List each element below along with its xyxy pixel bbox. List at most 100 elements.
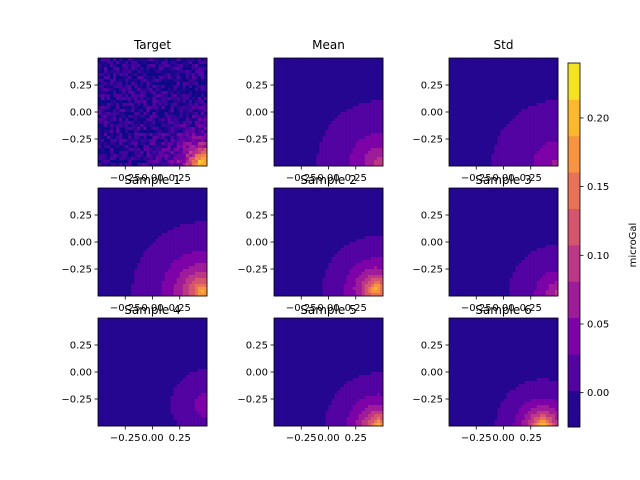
- heatmap-cell: [116, 254, 120, 258]
- heatmap-cell: [325, 154, 329, 158]
- heatmap-cell: [134, 124, 138, 128]
- heatmap-cell: [289, 91, 293, 95]
- heatmap-cell: [119, 133, 123, 137]
- heatmap-cell: [128, 245, 132, 249]
- heatmap-cell: [467, 103, 471, 107]
- heatmap-cell: [464, 82, 468, 86]
- heatmap-cell: [110, 94, 114, 98]
- heatmap-cell: [179, 260, 184, 264]
- heatmap-cell: [307, 142, 311, 146]
- heatmap-cell: [313, 85, 317, 89]
- heatmap-cell: [313, 112, 317, 116]
- heatmap-cell: [527, 136, 532, 140]
- heatmap-cell: [137, 121, 141, 125]
- heatmap-cell: [524, 148, 529, 152]
- heatmap-cell: [191, 124, 196, 128]
- heatmap-cell: [152, 139, 156, 143]
- heatmap-cell: [548, 67, 553, 71]
- heatmap-cell: [352, 139, 357, 143]
- heatmap-cell: [173, 212, 178, 216]
- heatmap-cell: [140, 91, 144, 95]
- heatmap-cell: [497, 91, 501, 95]
- heatmap-cell: [467, 142, 471, 146]
- heatmap-cell: [346, 88, 351, 92]
- heatmap-cell: [322, 127, 326, 131]
- heatmap-cell: [551, 67, 556, 71]
- heatmap-cell: [182, 200, 187, 204]
- heatmap-cell: [301, 94, 305, 98]
- heatmap-cell: [164, 85, 169, 89]
- heatmap-cell: [545, 124, 550, 128]
- heatmap-cell: [137, 203, 141, 207]
- heatmap-cell: [155, 212, 159, 216]
- heatmap-cell: [488, 127, 492, 131]
- heatmap-cell: [185, 191, 190, 195]
- heatmap-cell: [542, 127, 547, 131]
- heatmap-cell: [155, 151, 159, 155]
- heatmap-cell: [176, 154, 181, 158]
- heatmap-cell: [167, 257, 172, 261]
- heatmap-cell: [358, 124, 363, 128]
- heatmap-cell: [292, 160, 296, 164]
- heatmap-cell: [98, 112, 102, 116]
- heatmap-cell: [283, 94, 287, 98]
- heatmap-cell: [545, 142, 550, 146]
- heatmap-cell: [122, 58, 126, 62]
- heatmap-cell: [509, 133, 513, 137]
- heatmap-cell: [143, 233, 147, 237]
- heatmap-cell: [164, 290, 169, 294]
- heatmap-cell: [116, 82, 120, 86]
- heatmap-cell: [182, 221, 187, 225]
- heatmap-cell: [149, 245, 153, 249]
- heatmap-cell: [367, 163, 372, 167]
- heatmap-cell: [176, 79, 181, 83]
- heatmap-cell: [325, 97, 329, 101]
- heatmap-cell: [179, 203, 184, 207]
- heatmap-cell: [328, 94, 332, 98]
- heatmap-cell: [473, 103, 477, 107]
- heatmap-cell: [364, 82, 369, 86]
- heatmap-cell: [137, 64, 141, 68]
- heatmap-cell: [292, 145, 296, 149]
- heatmap-cell: [343, 91, 348, 95]
- heatmap-cell: [158, 257, 162, 261]
- heatmap-cell: [530, 82, 535, 86]
- heatmap-cell: [179, 133, 184, 137]
- heatmap-cell: [551, 97, 556, 101]
- heatmap-cell: [161, 260, 166, 264]
- heatmap-cell: [467, 157, 471, 161]
- heatmap-cell: [143, 106, 147, 110]
- heatmap-cell: [176, 290, 181, 294]
- heatmap-cell: [352, 103, 357, 107]
- heatmap-cell: [274, 106, 278, 110]
- heatmap-cell: [370, 109, 375, 113]
- heatmap-cell: [533, 148, 538, 152]
- heatmap-cell: [346, 79, 351, 83]
- heatmap-cell: [337, 67, 342, 71]
- heatmap-cell: [352, 163, 357, 167]
- heatmap-cell: [548, 163, 553, 167]
- heatmap-cell: [286, 115, 290, 119]
- heatmap-cell: [485, 151, 489, 155]
- heatmap-cell: [134, 58, 138, 62]
- heatmap-cell: [497, 106, 501, 110]
- heatmap-cell: [107, 100, 111, 104]
- heatmap-cell: [467, 112, 471, 116]
- heatmap-cell: [176, 121, 181, 125]
- heatmap-cell: [461, 163, 465, 167]
- heatmap-cell: [143, 88, 147, 92]
- heatmap-cell: [373, 112, 378, 116]
- heatmap-cell: [191, 112, 196, 116]
- heatmap-cell: [98, 218, 102, 222]
- heatmap-cell: [182, 82, 187, 86]
- heatmap-cell: [476, 157, 480, 161]
- heatmap-cell: [325, 70, 329, 74]
- heatmap-cell: [292, 118, 296, 122]
- heatmap-cell: [146, 275, 150, 279]
- heatmap-cell: [191, 91, 196, 95]
- heatmap-cell: [107, 188, 111, 192]
- heatmap-cell: [128, 79, 132, 83]
- heatmap-cell: [131, 269, 135, 273]
- heatmap-cell: [524, 115, 529, 119]
- heatmap-cell: [536, 124, 541, 128]
